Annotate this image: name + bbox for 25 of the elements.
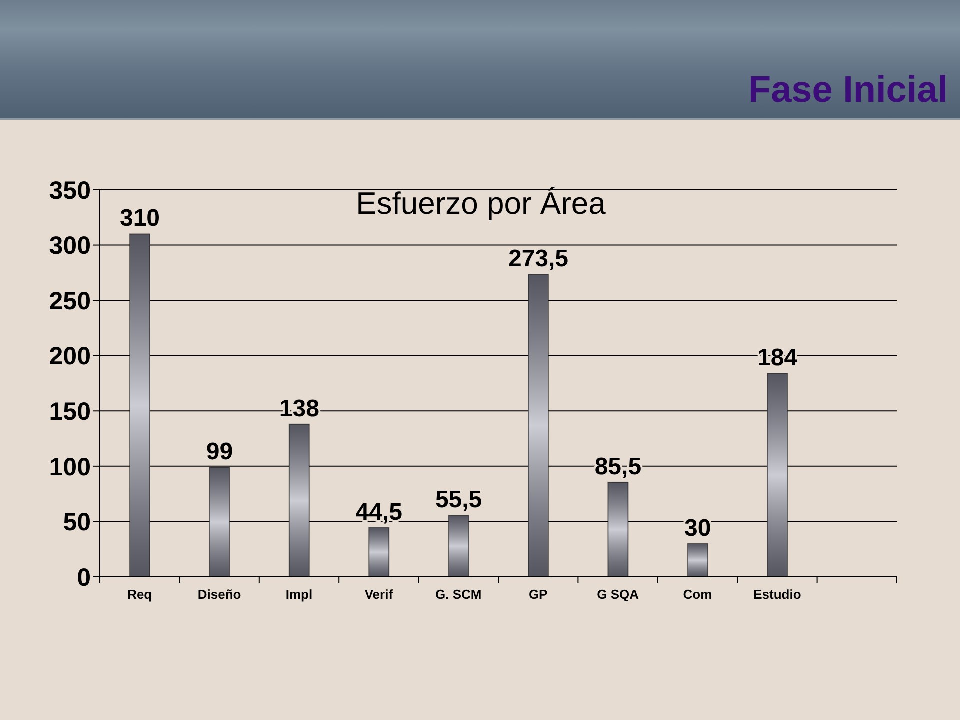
- chart-subtitle: Esfuerzo por Área: [355, 185, 607, 223]
- y-tick-label: 200: [49, 342, 91, 371]
- data-label: 55,5: [435, 486, 482, 514]
- data-label: 99: [206, 438, 234, 466]
- x-tick-label: Impl: [286, 587, 313, 602]
- x-tick-label: G SQA: [597, 587, 640, 602]
- chart-title: Fase Inicial: [748, 68, 948, 112]
- data-label: 273,5: [508, 246, 569, 273]
- x-tick-label: GP: [528, 587, 548, 602]
- data-label: 44,5: [356, 498, 402, 526]
- y-tick-label: 100: [49, 453, 91, 482]
- x-tick-label: Estudio: [754, 587, 802, 602]
- y-tick-label: 250: [49, 287, 91, 316]
- x-tick-label: Verif: [364, 587, 394, 602]
- y-tick-label: 350: [49, 176, 91, 205]
- x-tick-label: Com: [683, 587, 712, 602]
- data-label: 30: [684, 514, 712, 542]
- x-tick-label: G. SCM: [436, 587, 482, 602]
- y-tick-label: 150: [49, 398, 91, 426]
- y-tick-label: 0: [77, 564, 91, 592]
- y-tick-label: 300: [49, 232, 91, 260]
- y-tick-label: 50: [63, 508, 91, 537]
- x-tick-label: Req: [128, 587, 152, 602]
- x-tick-label: Diseño: [198, 587, 242, 602]
- data-label: 310: [120, 205, 160, 232]
